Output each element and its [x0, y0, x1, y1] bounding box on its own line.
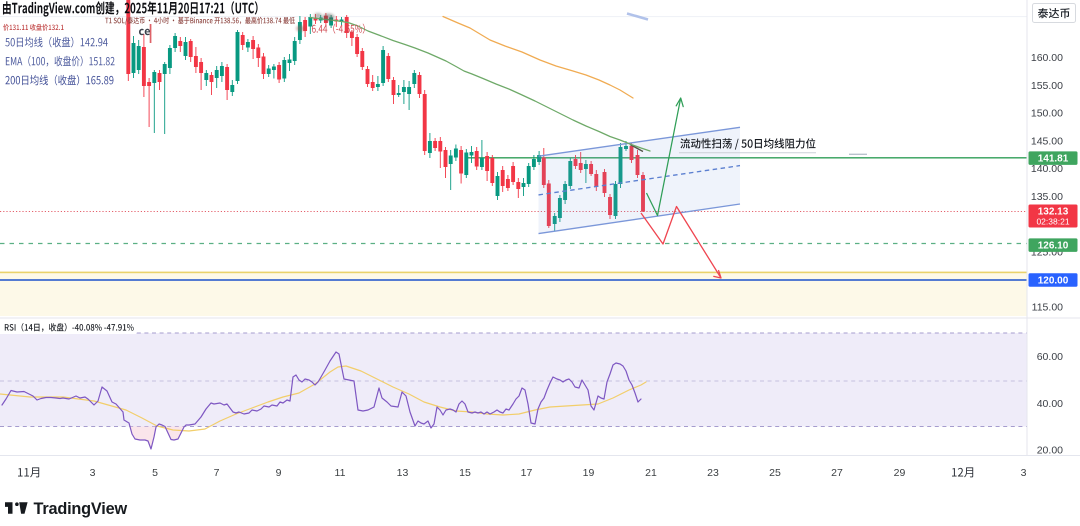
- svg-text:27: 27: [831, 467, 843, 479]
- svg-text:3: 3: [1021, 467, 1027, 479]
- svg-text:145.00: 145.00: [1031, 135, 1063, 147]
- svg-text:21: 21: [645, 467, 657, 479]
- svg-text:40.00: 40.00: [1037, 398, 1063, 410]
- svg-text:132.13: 132.13: [1038, 207, 1069, 218]
- svg-text:20.00: 20.00: [1037, 445, 1063, 457]
- svg-text:3: 3: [90, 467, 96, 479]
- svg-text:115.00: 115.00: [1032, 302, 1063, 314]
- svg-text:125.00: 125.00: [1031, 246, 1063, 258]
- svg-text:15: 15: [459, 467, 471, 479]
- svg-text:155.00: 155.00: [1031, 80, 1063, 92]
- svg-text:02:38:21: 02:38:21: [1036, 217, 1069, 227]
- svg-text:9: 9: [276, 467, 282, 479]
- svg-text:TradingView: TradingView: [34, 500, 128, 518]
- svg-text:23: 23: [707, 467, 719, 479]
- svg-text:120.00: 120.00: [1038, 276, 1069, 287]
- svg-text:17: 17: [521, 467, 533, 479]
- svg-text:160.00: 160.00: [1031, 52, 1063, 64]
- svg-text:135.00: 135.00: [1031, 191, 1063, 203]
- svg-text:126.10: 126.10: [1038, 241, 1069, 252]
- svg-text:140.00: 140.00: [1031, 163, 1063, 175]
- svg-text:141.81: 141.81: [1038, 154, 1069, 165]
- svg-text:5: 5: [152, 467, 158, 479]
- svg-text:60.00: 60.00: [1037, 351, 1063, 363]
- svg-text:29: 29: [894, 467, 906, 479]
- svg-text:13: 13: [397, 467, 409, 479]
- svg-text:19: 19: [583, 467, 595, 479]
- svg-text:11: 11: [335, 467, 346, 479]
- svg-text:7: 7: [214, 467, 220, 479]
- svg-text:25: 25: [769, 467, 781, 479]
- svg-text:150.00: 150.00: [1031, 108, 1063, 120]
